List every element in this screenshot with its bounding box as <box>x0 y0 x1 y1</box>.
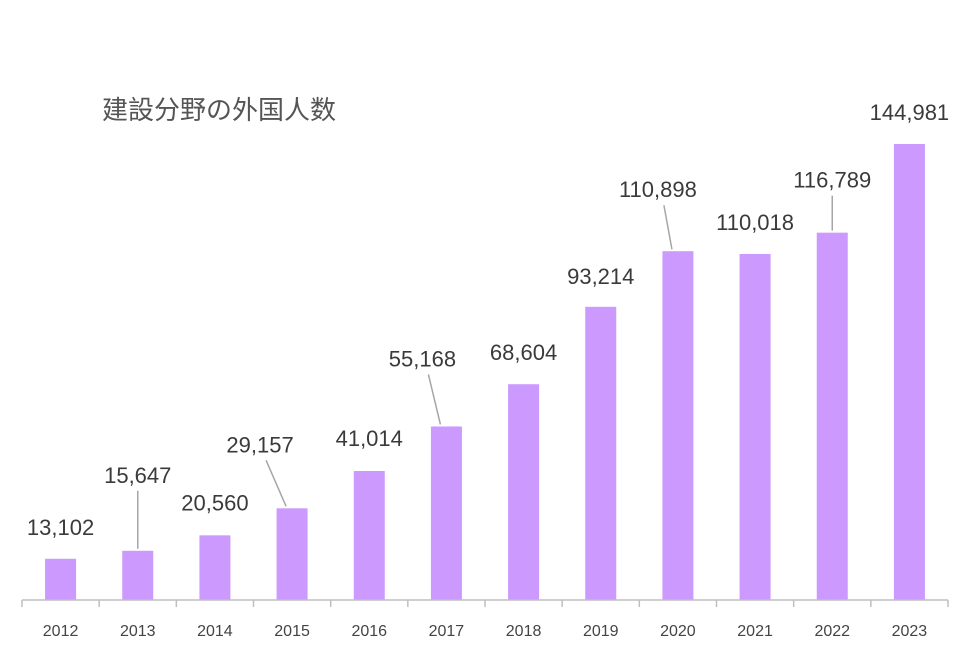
data-label-2023: 144,981 <box>870 100 950 125</box>
data-label-2021: 110,018 <box>716 210 794 235</box>
x-tick-label-2020: 2020 <box>660 623 696 640</box>
x-tick-label-2017: 2017 <box>429 623 465 640</box>
chart-title: 建設分野の外国人数 <box>102 96 336 126</box>
bar-2013 <box>122 550 154 600</box>
bar-2021 <box>739 253 771 600</box>
x-tick-label-2012: 2012 <box>43 623 79 640</box>
data-label-2020: 110,898 <box>619 177 697 202</box>
bar-2015 <box>276 508 308 600</box>
data-label-2017: 55,168 <box>389 346 456 371</box>
x-tick-label-2021: 2021 <box>737 623 773 640</box>
bar-2014 <box>199 535 231 600</box>
data-label-2019: 93,214 <box>567 264 634 289</box>
bar-2020 <box>662 251 694 600</box>
x-tick-label-2015: 2015 <box>274 623 310 640</box>
leader-line-2017 <box>427 374 442 425</box>
data-label-2016: 41,014 <box>336 426 403 451</box>
bar-2019 <box>585 306 617 600</box>
x-tick-label-2016: 2016 <box>351 623 387 640</box>
data-label-2018: 68,604 <box>490 340 557 365</box>
data-label-2013: 15,647 <box>104 463 171 488</box>
x-tick-label-2023: 2023 <box>892 623 928 640</box>
x-tick-label-2022: 2022 <box>814 623 850 640</box>
data-label-2022: 116,789 <box>793 168 871 193</box>
data-label-2015: 29,157 <box>226 432 293 457</box>
bar-2012 <box>45 558 77 600</box>
data-label-2014: 20,560 <box>181 490 248 515</box>
bar-2016 <box>353 471 385 600</box>
bar-2018 <box>508 384 540 600</box>
x-tick-label-2013: 2013 <box>120 623 156 640</box>
leader-lines-group <box>137 195 833 549</box>
bar-2023 <box>893 144 925 600</box>
data-labels-group: 13,102 15,647 20,560 29,157 41,014 55,168 68,6… <box>27 100 949 540</box>
bars-group <box>45 144 925 600</box>
leader-line-2020 <box>663 205 673 250</box>
bar-2022 <box>816 232 848 600</box>
x-tick-label-2014: 2014 <box>197 623 233 640</box>
x-tick-label-2019: 2019 <box>583 623 619 640</box>
bar-2017 <box>430 426 462 600</box>
x-ticks-group <box>21 600 949 607</box>
x-tick-labels-group: 2012 2013 2014 2015 2016 2017 2018 2019 2020 2021… <box>43 623 928 640</box>
x-tick-label-2018: 2018 <box>506 623 542 640</box>
leader-line-2015 <box>265 459 287 507</box>
data-label-2012: 13,102 <box>27 515 94 540</box>
